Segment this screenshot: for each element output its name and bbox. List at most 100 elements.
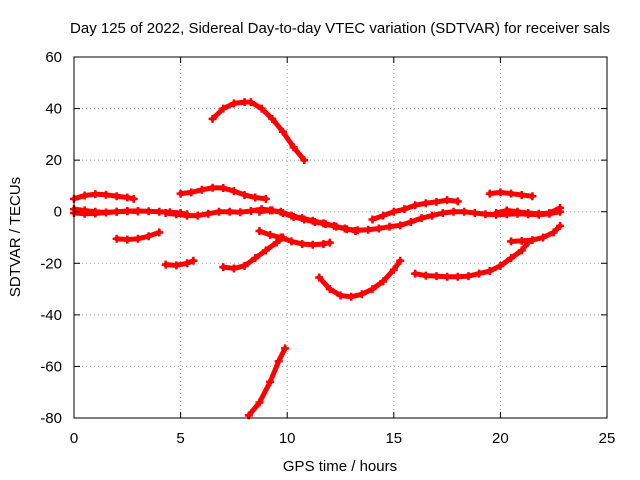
series-trace — [210, 99, 307, 163]
data-point — [229, 99, 238, 108]
series-arc-17 — [492, 203, 565, 218]
data-point — [189, 256, 198, 265]
data-point — [266, 206, 275, 215]
data-point — [481, 210, 490, 219]
data-point — [325, 285, 334, 294]
data-point — [330, 221, 339, 230]
data-point — [101, 190, 110, 199]
data-point — [411, 201, 420, 210]
data-point — [144, 232, 153, 241]
series-arc-13 — [315, 256, 405, 301]
data-point — [406, 218, 415, 227]
series-trace — [316, 258, 403, 300]
data-point — [266, 230, 275, 239]
data-point — [556, 221, 565, 230]
data-point — [112, 192, 121, 201]
data-point — [308, 216, 317, 225]
data-point — [255, 207, 264, 216]
data-point — [528, 192, 537, 201]
data-point — [91, 209, 100, 218]
data-point — [368, 215, 377, 224]
data-point — [182, 211, 191, 220]
data-point — [319, 219, 328, 228]
data-point — [278, 127, 287, 136]
data-point — [287, 237, 296, 246]
data-point — [389, 265, 398, 274]
data-point — [193, 211, 202, 220]
data-point — [389, 207, 398, 216]
data-point — [240, 261, 249, 270]
data-point — [255, 227, 264, 236]
data-point — [485, 267, 494, 276]
data-point — [112, 207, 121, 216]
data-point — [236, 208, 245, 217]
data-point — [336, 291, 345, 300]
data-point — [319, 239, 328, 248]
data-point — [129, 194, 138, 203]
data-point — [545, 209, 554, 218]
data-point — [276, 207, 285, 216]
data-point — [417, 214, 426, 223]
data-point — [187, 188, 196, 197]
data-point — [255, 398, 264, 407]
data-point — [257, 104, 266, 113]
series-arc-08 — [208, 98, 309, 165]
y-tick-label: -80 — [40, 410, 62, 427]
x-tick-label: 25 — [599, 430, 616, 447]
data-point — [308, 240, 317, 249]
chart-title: Day 125 of 2022, Sidereal Day-to-day VTE… — [70, 20, 610, 37]
y-tick-label: -20 — [40, 255, 62, 272]
data-point — [379, 277, 388, 286]
data-points — [70, 98, 565, 420]
data-point — [161, 260, 170, 269]
data-point — [421, 199, 430, 208]
data-point — [161, 209, 170, 218]
data-point — [517, 246, 526, 255]
data-point — [351, 227, 360, 236]
data-point — [374, 224, 383, 233]
data-point — [475, 269, 484, 278]
data-point — [460, 207, 469, 216]
plot-frame — [73, 56, 608, 419]
data-point — [539, 233, 548, 242]
data-point — [144, 207, 153, 216]
data-point — [453, 197, 462, 206]
series-arc-05 — [161, 256, 198, 270]
data-point — [507, 254, 516, 263]
y-tick-label: 0 — [54, 204, 62, 221]
series-trace — [256, 207, 358, 234]
data-point — [172, 261, 181, 270]
y-tick-label: 20 — [45, 152, 62, 169]
data-point — [123, 207, 132, 216]
y-tick-label: 60 — [45, 49, 62, 66]
y-tick-label: -40 — [40, 307, 62, 324]
data-point — [80, 209, 89, 218]
data-point — [298, 239, 307, 248]
data-point — [428, 211, 437, 220]
data-point — [204, 209, 213, 218]
series-arc-15 — [411, 238, 533, 281]
data-point — [246, 206, 255, 215]
data-point — [517, 190, 526, 199]
data-point — [287, 211, 296, 220]
data-point — [219, 263, 228, 272]
data-point — [133, 234, 142, 243]
data-point — [385, 222, 394, 231]
x-tick-label: 5 — [176, 430, 184, 447]
data-point — [101, 208, 110, 217]
data-point — [421, 271, 430, 280]
data-point — [281, 344, 290, 353]
data-point — [400, 205, 409, 214]
data-point — [251, 193, 260, 202]
data-point — [225, 207, 234, 216]
data-point — [274, 357, 283, 366]
data-point — [470, 209, 479, 218]
data-point — [261, 246, 270, 255]
data-point — [534, 209, 543, 218]
data-point — [502, 206, 511, 215]
data-point — [268, 114, 277, 123]
data-point — [219, 104, 228, 113]
data-point — [325, 238, 334, 247]
data-point — [449, 207, 458, 216]
